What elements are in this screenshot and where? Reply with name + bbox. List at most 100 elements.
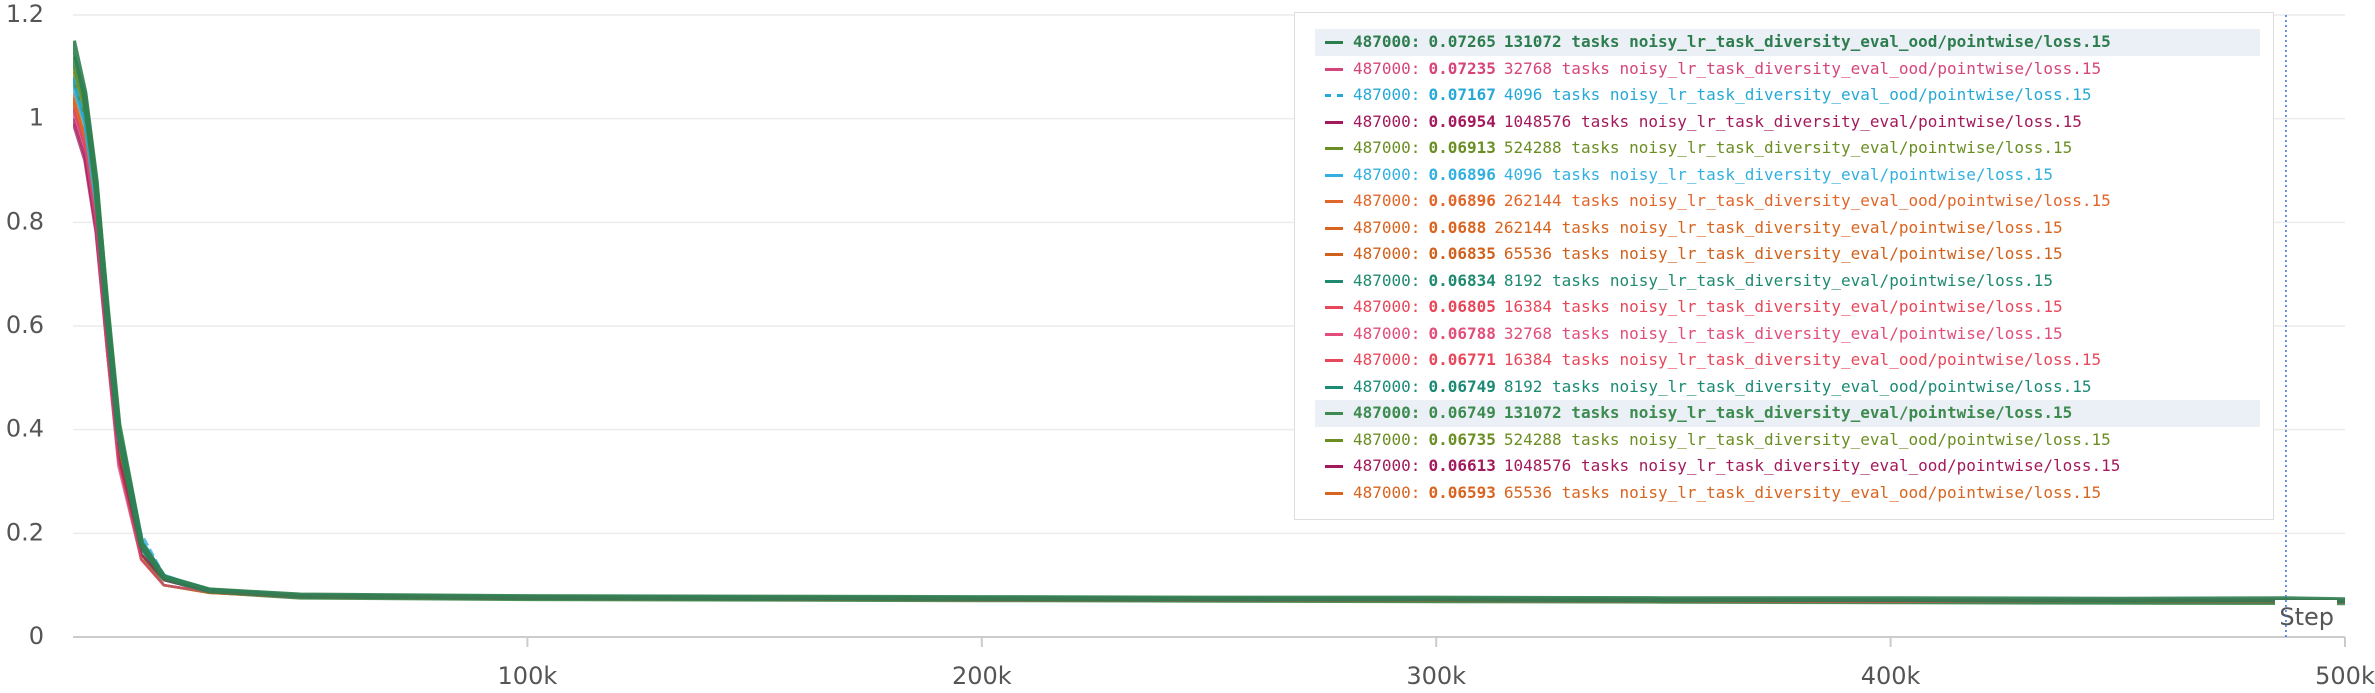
legend-entry: 487000: 0.06896 4096 tasks noisy_lr_task_d… <box>1315 162 2260 189</box>
legend-name: 16384 tasks noisy_lr_task_diversity_eval… <box>1503 297 2063 316</box>
legend-step: 487000: <box>1353 429 1421 449</box>
legend-value: 0.06896 <box>1428 191 1496 210</box>
legend-step: 487000: <box>1353 111 1421 131</box>
legend-name: 131072 tasks noisy_lr_task_diversity_eva… <box>1503 403 2073 422</box>
x-tick-label: 300k <box>1406 662 1466 690</box>
legend-name: 8192 tasks noisy_lr_task_diversity_eval_… <box>1503 376 2092 396</box>
y-tick-label: 0.2 <box>6 518 44 546</box>
legend-name: 16384 tasks noisy_lr_task_diversity_eval… <box>1503 350 2102 369</box>
legend-swatch <box>1325 41 1343 44</box>
legend-step: 487000: <box>1353 456 1421 475</box>
legend-value: 0.06735 <box>1428 429 1496 449</box>
legend-name: 1048576 tasks noisy_lr_task_diversity_ev… <box>1503 111 2082 131</box>
legend-swatch <box>1325 279 1343 283</box>
legend-entry: 487000: 0.07235 32768 tasks noisy_lr_task_… <box>1315 56 2260 83</box>
legend-step: 487000: <box>1353 403 1421 422</box>
legend-step: 487000: <box>1353 350 1421 369</box>
x-tick-label: 500k <box>2315 662 2375 690</box>
legend-swatch <box>1325 385 1343 389</box>
legend-value: 0.06593 <box>1428 482 1496 502</box>
legend-value: 0.06913 <box>1428 138 1496 157</box>
legend-step: 487000: <box>1353 376 1421 396</box>
legend-step: 487000: <box>1353 85 1421 104</box>
legend-step: 487000: <box>1353 32 1421 51</box>
legend-entry: 487000: 0.06613 1048576 tasks noisy_lr_tas… <box>1315 453 2260 480</box>
legend-entry: 487000: 0.06749 131072 tasks noisy_lr_task… <box>1315 400 2260 427</box>
legend-step: 487000: <box>1353 164 1421 184</box>
legend-entry: 487000: 0.07265 131072 tasks noisy_lr_task… <box>1315 29 2260 56</box>
legend-value: 0.06749 <box>1428 376 1496 396</box>
legend-entry: 487000: 0.06735 524288 tasks noisy_lr_task… <box>1315 427 2260 454</box>
legend-step: 487000: <box>1353 482 1421 502</box>
legend-step: 487000: <box>1353 138 1421 157</box>
legend-entry: 487000: 0.06593 65536 tasks noisy_lr_task_… <box>1315 480 2260 507</box>
legend-value: 0.06613 <box>1428 456 1496 475</box>
legend-entry: 487000: 0.06954 1048576 tasks noisy_lr_tas… <box>1315 109 2260 136</box>
legend-name: 262144 tasks noisy_lr_task_diversity_eva… <box>1503 191 2111 210</box>
legend-entry: 487000: 0.07167 4096 tasks noisy_lr_task_d… <box>1315 82 2260 109</box>
legend-swatch <box>1325 200 1343 203</box>
legend-swatch <box>1325 120 1343 124</box>
legend-value: 0.06896 <box>1428 164 1496 184</box>
legend-step: 487000: <box>1353 191 1421 210</box>
legend-step: 487000: <box>1353 217 1421 237</box>
legend-swatch <box>1325 359 1343 362</box>
x-axis-label: Step <box>2279 603 2334 631</box>
legend-entry: 487000: 0.06805 16384 tasks noisy_lr_task_… <box>1315 294 2260 321</box>
legend-swatch <box>1325 438 1343 442</box>
legend-value: 0.06954 <box>1428 111 1496 131</box>
legend-swatch <box>1325 306 1343 309</box>
legend-swatch <box>1325 332 1343 336</box>
grid <box>73 14 2346 647</box>
legend-name: 4096 tasks noisy_lr_task_diversity_eval_… <box>1503 85 2092 104</box>
x-tick-label: 400k <box>1861 662 1921 690</box>
legend-entry: 487000: 0.06913 524288 tasks noisy_lr_task… <box>1315 135 2260 162</box>
legend-value: 0.06834 <box>1428 270 1496 290</box>
legend-name: 262144 tasks noisy_lr_task_diversity_eva… <box>1494 217 2063 237</box>
legend-entry: 487000: 0.06834 8192 tasks noisy_lr_task_d… <box>1315 268 2260 295</box>
legend-swatch <box>1325 465 1343 468</box>
y-tick-label: 0.8 <box>6 207 44 235</box>
legend-entry: 487000: 0.06771 16384 tasks noisy_lr_task_… <box>1315 347 2260 374</box>
lines <box>73 40 2346 606</box>
legend-swatch <box>1325 253 1343 256</box>
x-tick-label: 100k <box>498 662 558 690</box>
legend-entry: 487000: 0.06835 65536 tasks noisy_lr_task_… <box>1315 241 2260 268</box>
legend-swatch <box>1325 173 1343 177</box>
legend-value: 0.07265 <box>1428 32 1496 51</box>
legend-name: 524288 tasks noisy_lr_task_diversity_eva… <box>1503 138 2073 157</box>
legend-swatch <box>1325 491 1343 495</box>
legend-step: 487000: <box>1353 323 1421 343</box>
legend-value: 0.07235 <box>1428 58 1496 78</box>
legend-step: 487000: <box>1353 297 1421 316</box>
y-tick-label: 0.6 <box>6 311 44 339</box>
legend-value: 0.06805 <box>1428 297 1496 316</box>
legend-name: 32768 tasks noisy_lr_task_diversity_eval… <box>1503 323 2063 343</box>
legend-name: 1048576 tasks noisy_lr_task_diversity_ev… <box>1503 456 2121 475</box>
legend-entry: 487000: 0.0688 262144 tasks noisy_lr_task_… <box>1315 215 2260 242</box>
legend-entry: 487000: 0.06749 8192 tasks noisy_lr_task_d… <box>1315 374 2260 401</box>
legend-entry: 487000: 0.06896 262144 tasks noisy_lr_task… <box>1315 188 2260 215</box>
legend-value: 0.0688 <box>1428 217 1487 237</box>
legend-value: 0.06788 <box>1428 323 1496 343</box>
legend-step: 487000: <box>1353 270 1421 290</box>
legend-name: 524288 tasks noisy_lr_task_diversity_eva… <box>1503 429 2111 449</box>
legend: 487000: 0.07265 131072 tasks noisy_lr_task… <box>1294 12 2274 520</box>
legend-name: 8192 tasks noisy_lr_task_diversity_eval/… <box>1503 270 2053 290</box>
series-line <box>73 40 2346 604</box>
legend-swatch <box>1325 67 1343 71</box>
legend-swatch <box>1325 412 1343 415</box>
legend-value: 0.07167 <box>1428 85 1496 104</box>
y-tick-label: 0.4 <box>6 415 44 443</box>
legend-name: 131072 tasks noisy_lr_task_diversity_eva… <box>1503 32 2111 51</box>
legend-swatch <box>1325 94 1343 97</box>
legend-value: 0.06749 <box>1428 403 1496 422</box>
legend-name: 32768 tasks noisy_lr_task_diversity_eval… <box>1503 58 2102 78</box>
legend-swatch <box>1325 226 1343 230</box>
legend-name: 65536 tasks noisy_lr_task_diversity_eval… <box>1503 482 2102 502</box>
legend-name: 65536 tasks noisy_lr_task_diversity_eval… <box>1503 244 2063 263</box>
y-tick-label: 1.2 <box>6 0 44 28</box>
legend-name: 4096 tasks noisy_lr_task_diversity_eval/… <box>1503 164 2053 184</box>
